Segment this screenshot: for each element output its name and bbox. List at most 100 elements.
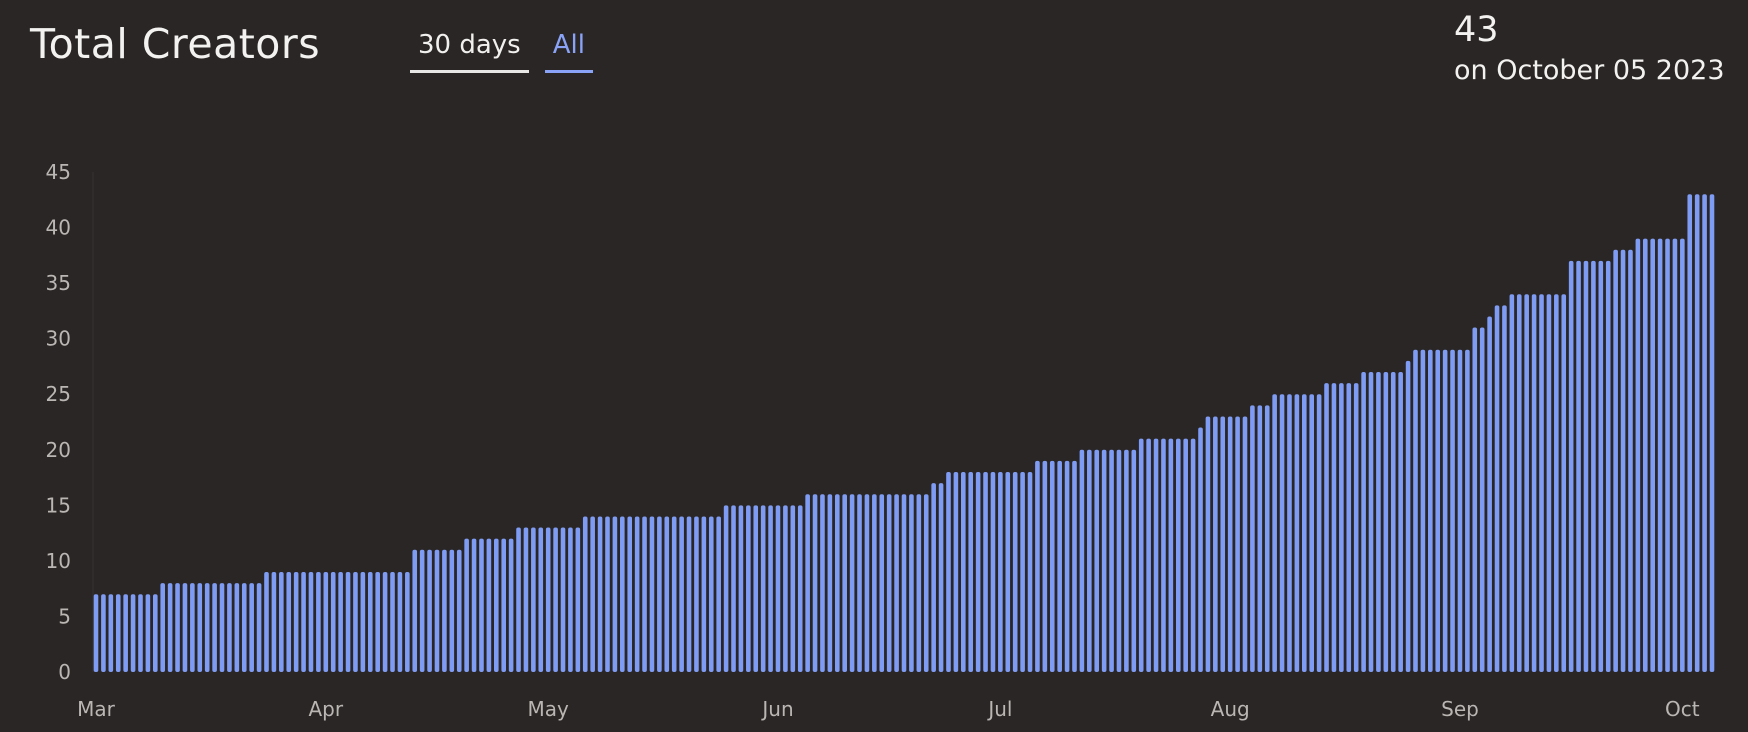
bar[interactable] — [723, 505, 729, 672]
bar[interactable] — [671, 516, 677, 672]
bar[interactable] — [1583, 260, 1589, 672]
bar[interactable] — [1264, 405, 1270, 672]
bar[interactable] — [775, 505, 781, 672]
bar[interactable] — [531, 527, 536, 672]
bar[interactable] — [857, 494, 862, 672]
bar[interactable] — [849, 494, 855, 672]
bar[interactable] — [746, 505, 751, 672]
bar[interactable] — [938, 483, 944, 672]
bar[interactable] — [1190, 438, 1196, 672]
bar[interactable] — [1442, 349, 1448, 672]
bar[interactable] — [123, 594, 128, 672]
bar[interactable] — [1175, 438, 1181, 672]
bar[interactable] — [1613, 249, 1618, 672]
bar[interactable] — [479, 538, 484, 672]
bar[interactable] — [1161, 438, 1166, 672]
bar[interactable] — [1057, 460, 1062, 672]
bar[interactable] — [293, 572, 299, 672]
bar[interactable] — [642, 516, 647, 672]
bar[interactable] — [1287, 394, 1292, 672]
bar[interactable] — [597, 516, 603, 672]
bar[interactable] — [1509, 294, 1515, 672]
bar[interactable] — [582, 516, 588, 672]
bar[interactable] — [1539, 294, 1544, 672]
bar[interactable] — [990, 472, 996, 672]
bar[interactable] — [1183, 438, 1188, 672]
bar[interactable] — [1591, 260, 1596, 672]
bar[interactable] — [1027, 472, 1033, 672]
bar[interactable] — [471, 538, 477, 672]
bar[interactable] — [219, 583, 225, 672]
bar[interactable] — [708, 516, 714, 672]
bar[interactable] — [130, 594, 136, 672]
bar[interactable] — [1479, 327, 1485, 672]
bar[interactable] — [590, 516, 595, 672]
bar[interactable] — [1524, 294, 1529, 672]
bar[interactable] — [516, 527, 521, 672]
bar[interactable] — [360, 572, 366, 672]
bar[interactable] — [279, 572, 284, 672]
bar[interactable] — [827, 494, 833, 672]
bar[interactable] — [1435, 349, 1441, 672]
bar[interactable] — [412, 549, 418, 672]
bar[interactable] — [1450, 349, 1455, 672]
bar[interactable] — [449, 549, 455, 672]
bar[interactable] — [405, 572, 410, 672]
bar[interactable] — [834, 494, 840, 672]
bar[interactable] — [1709, 194, 1715, 672]
bar[interactable] — [464, 538, 469, 672]
bar[interactable] — [419, 549, 425, 672]
bar[interactable] — [1376, 372, 1381, 672]
bar[interactable] — [842, 494, 847, 672]
bar[interactable] — [330, 572, 336, 672]
bar[interactable] — [204, 583, 210, 672]
bar[interactable] — [1079, 449, 1085, 672]
bar[interactable] — [760, 505, 766, 672]
bar[interactable] — [731, 505, 736, 672]
bar[interactable] — [323, 572, 329, 672]
bar[interactable] — [101, 594, 106, 672]
bar[interactable] — [1257, 405, 1263, 672]
bar[interactable] — [1035, 460, 1040, 672]
bar[interactable] — [1702, 194, 1707, 672]
bar[interactable] — [1131, 449, 1137, 672]
bar[interactable] — [234, 583, 240, 672]
bar[interactable] — [1049, 460, 1055, 672]
bar[interactable] — [271, 572, 277, 672]
bar[interactable] — [486, 538, 492, 672]
bar[interactable] — [1198, 427, 1203, 672]
bar[interactable] — [167, 583, 173, 672]
bar[interactable] — [946, 472, 951, 672]
bar[interactable] — [657, 516, 662, 672]
bar[interactable] — [538, 527, 544, 672]
bar[interactable] — [909, 494, 914, 672]
bar[interactable] — [916, 494, 922, 672]
bar[interactable] — [975, 472, 981, 672]
bar[interactable] — [494, 538, 499, 672]
bar[interactable] — [805, 494, 810, 672]
bar[interactable] — [931, 483, 936, 672]
bar[interactable] — [138, 594, 143, 672]
bar[interactable] — [1146, 438, 1151, 672]
bar[interactable] — [316, 572, 321, 672]
bar[interactable] — [397, 572, 403, 672]
bar[interactable] — [1368, 372, 1374, 672]
bar[interactable] — [612, 516, 618, 672]
bar[interactable] — [790, 505, 796, 672]
bar[interactable] — [820, 494, 825, 672]
bar[interactable] — [1346, 383, 1352, 672]
bar[interactable] — [264, 572, 269, 672]
bar[interactable] — [508, 538, 514, 672]
bar[interactable] — [1383, 372, 1389, 672]
bar[interactable] — [1087, 449, 1092, 672]
bar[interactable] — [1168, 438, 1174, 672]
bar[interactable] — [568, 527, 573, 672]
bar[interactable] — [182, 583, 188, 672]
bar[interactable] — [738, 505, 744, 672]
bar[interactable] — [1620, 249, 1626, 672]
bar[interactable] — [1694, 194, 1700, 672]
bar[interactable] — [1279, 394, 1285, 672]
bar[interactable] — [338, 572, 343, 672]
bar[interactable] — [1554, 294, 1559, 672]
bar[interactable] — [160, 583, 166, 672]
